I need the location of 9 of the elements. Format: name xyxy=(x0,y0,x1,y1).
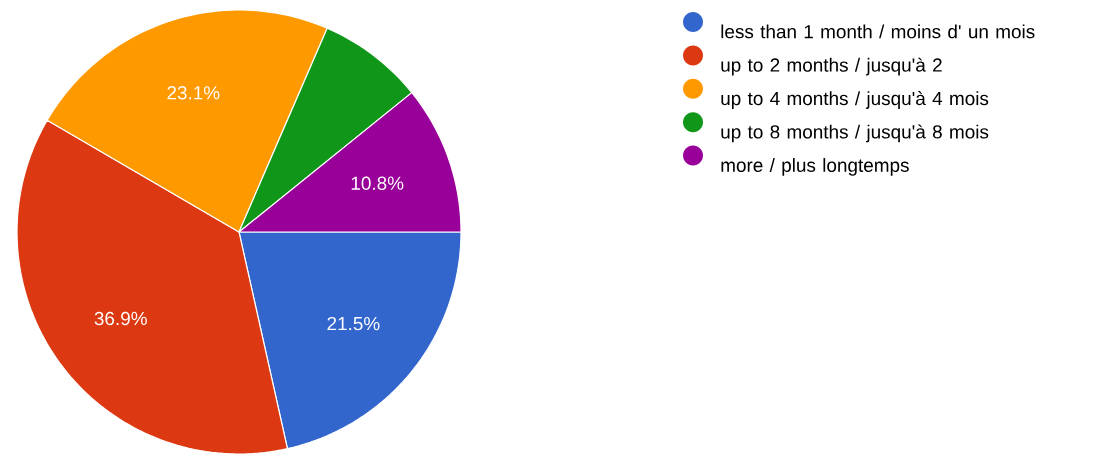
data-label: 10.8% xyxy=(351,176,404,191)
data-label: 21.5% xyxy=(327,317,380,331)
data-label: 23.1% xyxy=(167,86,220,100)
legend-label: up to 2 months / jusqu'à 2 xyxy=(721,57,942,76)
legend-label: less than 1 month / moins d' un mois xyxy=(721,24,1035,39)
data-label: 36.9% xyxy=(94,311,147,326)
legend-label: more / plus longtemps xyxy=(721,158,909,176)
legend-label: up to 8 months / jusqu'à 8 mois xyxy=(721,124,989,143)
legend-label: up to 4 months / jusqu'à 4 mois xyxy=(721,91,989,110)
